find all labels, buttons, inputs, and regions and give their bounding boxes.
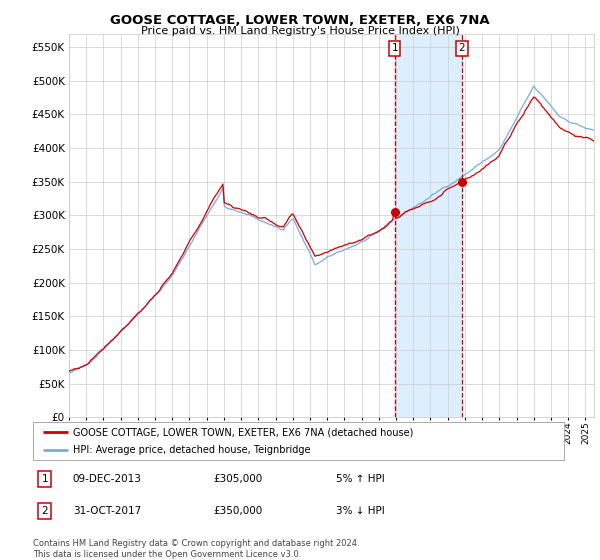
Text: Contains HM Land Registry data © Crown copyright and database right 2024.
This d: Contains HM Land Registry data © Crown c… (33, 539, 359, 559)
Bar (395, 34, 462, 417)
Text: GOOSE COTTAGE, LOWER TOWN, EXETER, EX6 7NA (detached house): GOOSE COTTAGE, LOWER TOWN, EXETER, EX6 7… (73, 427, 413, 437)
Text: 31-OCT-2017: 31-OCT-2017 (73, 506, 141, 516)
Text: 2: 2 (458, 44, 465, 53)
Text: £305,000: £305,000 (214, 474, 263, 484)
Text: 5% ↑ HPI: 5% ↑ HPI (335, 474, 385, 484)
Text: 3% ↓ HPI: 3% ↓ HPI (335, 506, 385, 516)
Text: GOOSE COTTAGE, LOWER TOWN, EXETER, EX6 7NA: GOOSE COTTAGE, LOWER TOWN, EXETER, EX6 7… (110, 14, 490, 27)
Text: HPI: Average price, detached house, Teignbridge: HPI: Average price, detached house, Teig… (73, 445, 310, 455)
Text: 1: 1 (41, 474, 48, 484)
Text: 09-DEC-2013: 09-DEC-2013 (73, 474, 142, 484)
Text: Price paid vs. HM Land Registry's House Price Index (HPI): Price paid vs. HM Land Registry's House … (140, 26, 460, 36)
Text: 2: 2 (41, 506, 48, 516)
Text: £350,000: £350,000 (214, 506, 263, 516)
Text: 1: 1 (391, 44, 398, 53)
